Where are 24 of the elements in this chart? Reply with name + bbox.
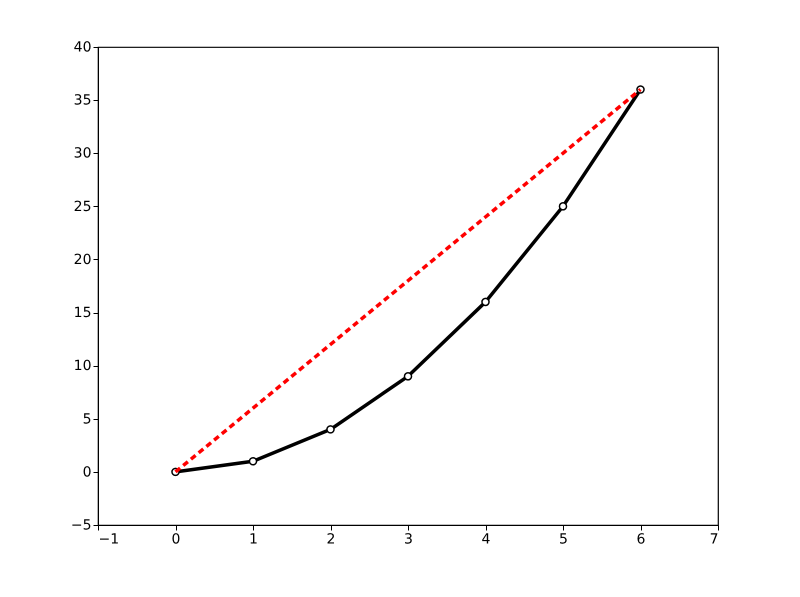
x-tick-label: 6: [636, 532, 646, 548]
x-tick-label: −1: [98, 532, 120, 548]
x-tick-label: 0: [172, 532, 180, 548]
y-tick-label: 0: [82, 464, 92, 480]
x-tick-label: 7: [710, 532, 718, 548]
x-tick-label: 5: [559, 532, 568, 548]
x-tick-label: 2: [326, 532, 336, 548]
point: [248, 456, 258, 466]
y-tick-label: 10: [74, 358, 92, 374]
y-tick-label: 15: [74, 305, 92, 322]
y-tick-label: 30: [74, 146, 92, 162]
y-tick-label: 40: [74, 40, 92, 56]
y-tick-label: 20: [74, 252, 92, 268]
x-tick-label: 3: [404, 532, 413, 548]
y-tick-label: 35: [74, 92, 92, 109]
point: [404, 372, 412, 381]
x-tick-label: 1: [249, 532, 258, 548]
y-tick-label: 5: [82, 411, 92, 428]
point: [481, 298, 490, 306]
y-tick-label: 25: [74, 198, 92, 215]
y-tick-label: −5: [70, 518, 92, 534]
point: [326, 425, 335, 434]
point: [558, 202, 568, 211]
x-tick-label: 4: [482, 532, 491, 548]
